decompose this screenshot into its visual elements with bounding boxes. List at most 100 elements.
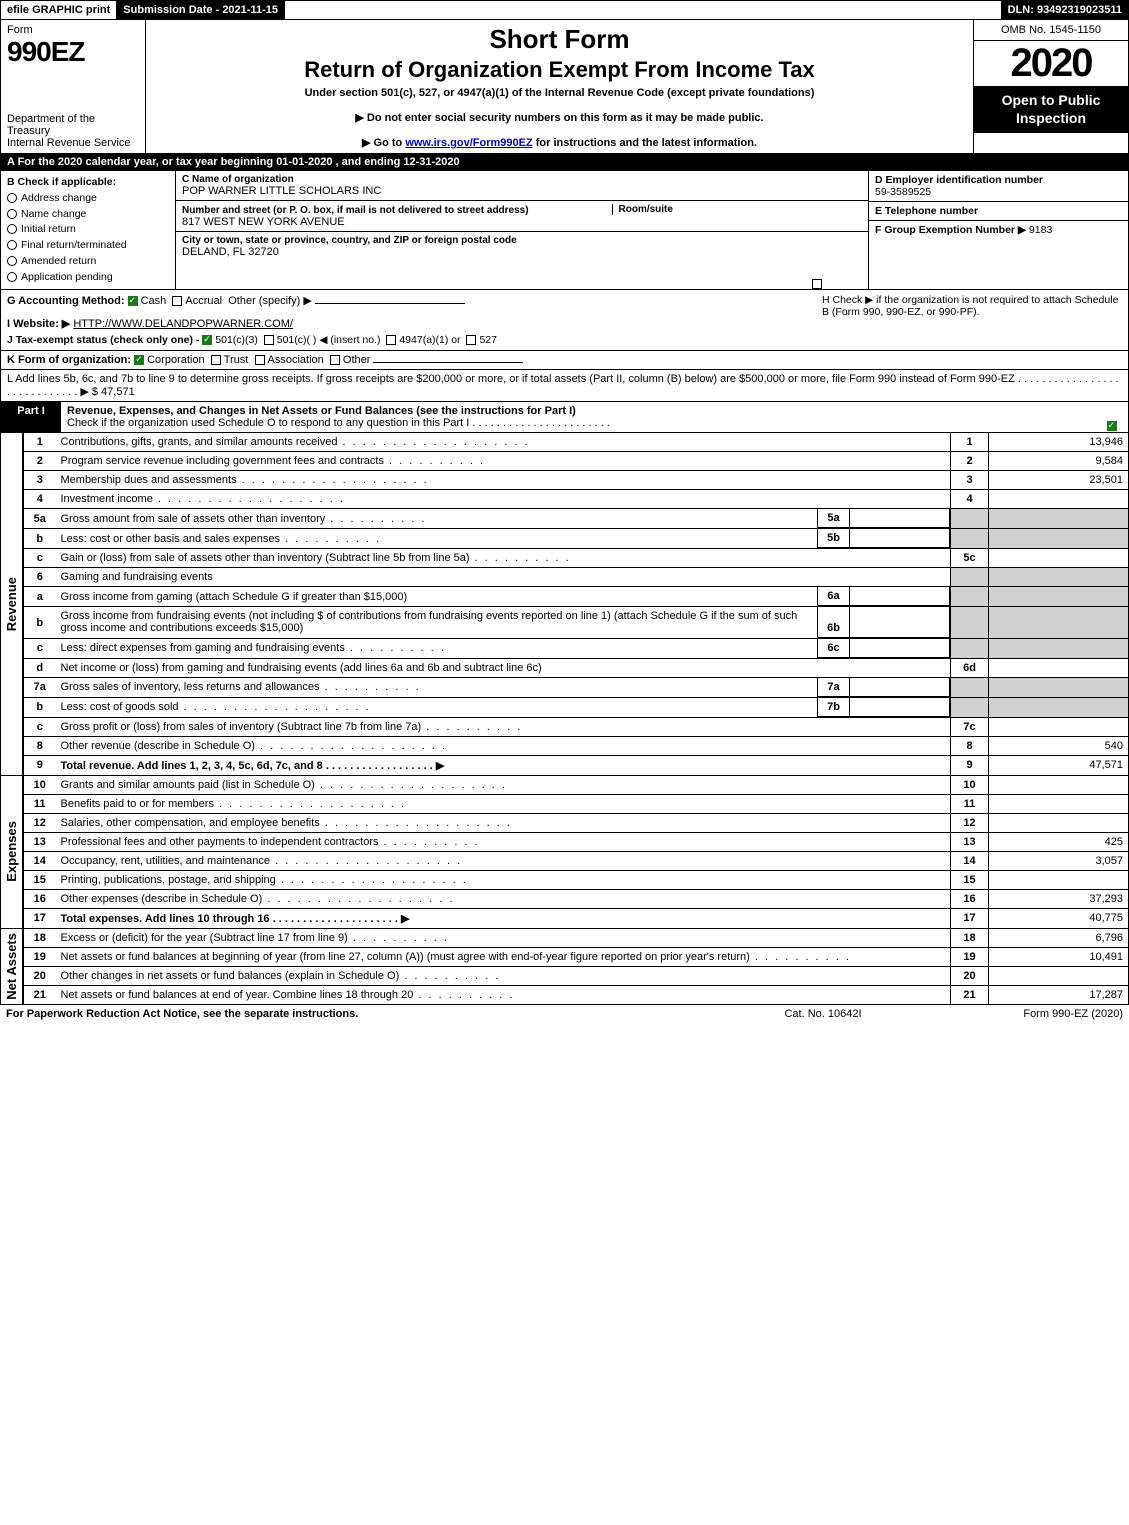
row-k: K Form of organization: Corporation Trus… <box>0 351 1129 370</box>
col-b-header: B Check if applicable: <box>7 175 169 191</box>
header-right: OMB No. 1545-1150 2020 Open to Public In… <box>973 20 1128 153</box>
short-form-title: Short Form <box>154 24 965 55</box>
form-word: Form <box>7 24 139 36</box>
table-row: bLess: cost of goods sold7b <box>24 697 1129 717</box>
table-row: 16Other expenses (describe in Schedule O… <box>24 889 1129 908</box>
tax-year: 2020 <box>974 41 1128 86</box>
col-d: D Employer identification number 59-3589… <box>868 171 1128 289</box>
ein-label: D Employer identification number <box>875 174 1122 186</box>
4947-checkbox[interactable] <box>386 335 396 345</box>
header-left: Form 990EZ Department of the Treasury In… <box>1 20 146 153</box>
group-value: 9183 <box>1029 224 1052 236</box>
address-change-checkbox[interactable] <box>7 193 17 203</box>
paperwork-notice: For Paperwork Reduction Act Notice, see … <box>6 1008 723 1020</box>
line-num: 1 <box>24 433 56 452</box>
corp-checkbox[interactable] <box>134 355 144 365</box>
trust-checkbox[interactable] <box>211 355 221 365</box>
row-l: L Add lines 5b, 6c, and 7b to line 9 to … <box>0 370 1129 402</box>
table-row: 14Occupancy, rent, utilities, and mainte… <box>24 851 1129 870</box>
table-row: 8Other revenue (describe in Schedule O)8… <box>24 736 1129 755</box>
accrual-checkbox[interactable] <box>172 296 182 306</box>
page-footer: For Paperwork Reduction Act Notice, see … <box>0 1005 1129 1023</box>
cash-checkbox[interactable] <box>128 296 138 306</box>
room-label: Room/suite <box>612 204 673 215</box>
initial-return-checkbox[interactable] <box>7 224 17 234</box>
efile-label[interactable]: efile GRAPHIC print <box>1 1 117 19</box>
name-change-label: Name change <box>21 208 86 220</box>
table-row: bLess: cost or other basis and sales exp… <box>24 529 1129 549</box>
501c-checkbox[interactable] <box>264 335 274 345</box>
table-row: 4Investment income4 <box>24 490 1129 509</box>
phone-label: E Telephone number <box>875 205 1122 217</box>
part-1-sched-o-checkbox[interactable] <box>1107 421 1117 431</box>
table-row: aGross income from gaming (attach Schedu… <box>24 587 1129 607</box>
schedule-b-checkbox[interactable] <box>812 279 822 289</box>
other-org-label: Other <box>343 354 371 366</box>
table-row: bGross income from fundraising events (n… <box>24 607 1129 639</box>
row-h: H Check ▶ if the organization is not req… <box>822 294 1122 346</box>
website-value[interactable]: HTTP://WWW.DELANDPOPWARNER.COM/ <box>73 318 293 330</box>
assoc-checkbox[interactable] <box>255 355 265 365</box>
part-1-header: Part I Revenue, Expenses, and Changes in… <box>0 402 1129 433</box>
entity-block: B Check if applicable: Address change Na… <box>0 171 1129 290</box>
revenue-table: 1 Contributions, gifts, grants, and simil… <box>23 433 1129 776</box>
line-rn: 1 <box>951 433 989 452</box>
city-label: City or town, state or province, country… <box>182 235 862 246</box>
department: Department of the Treasury Internal Reve… <box>7 113 139 149</box>
final-return-checkbox[interactable] <box>7 240 17 250</box>
assoc-label: Association <box>268 354 324 366</box>
trust-label: Trust <box>224 354 249 366</box>
4947-label: 4947(a)(1) or <box>399 334 460 346</box>
table-row: 13Professional fees and other payments t… <box>24 832 1129 851</box>
other-org-checkbox[interactable] <box>330 355 340 365</box>
form-number: 990EZ <box>7 36 139 68</box>
dln: DLN: 93492319023511 <box>1002 1 1128 19</box>
table-row: 1 Contributions, gifts, grants, and simil… <box>24 433 1129 452</box>
name-change-checkbox[interactable] <box>7 209 17 219</box>
expenses-vlabel: Expenses <box>2 817 21 886</box>
org-name-value: POP WARNER LITTLE SCHOLARS INC <box>182 185 862 197</box>
table-row: 6Gaming and fundraising events <box>24 568 1129 587</box>
website-label: I Website: ▶ <box>7 318 70 330</box>
table-row: 3Membership dues and assessments323,501 <box>24 471 1129 490</box>
row-g-h: G Accounting Method: Cash Accrual Other … <box>0 290 1129 351</box>
street-value: 817 WEST NEW YORK AVENUE <box>182 216 862 228</box>
table-row: 11Benefits paid to or for members11 <box>24 794 1129 813</box>
line-val: 13,946 <box>989 433 1129 452</box>
top-bar: efile GRAPHIC print Submission Date - 20… <box>0 0 1129 20</box>
line-desc: Contributions, gifts, grants, and simila… <box>61 436 530 448</box>
501c-label: 501(c)( ) ◀ (insert no.) <box>277 334 381 346</box>
net-assets-vlabel: Net Assets <box>2 929 21 1004</box>
table-row: 9Total revenue. Add lines 1, 2, 3, 4, 5c… <box>24 755 1129 775</box>
net-assets-table: 18Excess or (deficit) for the year (Subt… <box>23 929 1129 1005</box>
revenue-vlabel: Revenue <box>2 573 21 635</box>
application-pending-label: Application pending <box>21 271 113 283</box>
amended-return-checkbox[interactable] <box>7 256 17 266</box>
initial-return-label: Initial return <box>21 223 76 235</box>
irs-link[interactable]: www.irs.gov/Form990EZ <box>405 137 532 149</box>
other-specify-line[interactable] <box>315 303 465 304</box>
other-org-line[interactable] <box>373 362 523 363</box>
table-row: 21Net assets or fund balances at end of … <box>24 985 1129 1004</box>
accrual-label: Accrual <box>185 295 222 307</box>
address-change-label: Address change <box>21 192 97 204</box>
subtitle: Under section 501(c), 527, or 4947(a)(1)… <box>154 87 965 99</box>
application-pending-checkbox[interactable] <box>7 272 17 282</box>
col-c-org: C Name of organization POP WARNER LITTLE… <box>176 171 868 289</box>
table-row: 20Other changes in net assets or fund ba… <box>24 966 1129 985</box>
501c3-checkbox[interactable] <box>202 335 212 345</box>
part-1-check-text: Check if the organization used Schedule … <box>67 417 610 429</box>
revenue-section: Revenue 1 Contributions, gifts, grants, a… <box>0 433 1129 776</box>
row-h-text: H Check ▶ if the organization is not req… <box>822 294 1118 318</box>
ssn-note: ▶ Do not enter social security numbers o… <box>154 111 965 124</box>
org-name-label: C Name of organization <box>182 174 862 185</box>
street-label: Number and street (or P. O. box, if mail… <box>182 205 529 216</box>
table-row: cGain or (loss) from sale of assets othe… <box>24 549 1129 568</box>
527-checkbox[interactable] <box>466 335 476 345</box>
city-value: DELAND, FL 32720 <box>182 246 862 258</box>
cat-no: Cat. No. 10642I <box>723 1008 923 1020</box>
cash-label: Cash <box>141 295 167 307</box>
line-a: A For the 2020 calendar year, or tax yea… <box>0 154 1129 171</box>
expenses-section: Expenses 10Grants and similar amounts pa… <box>0 776 1129 929</box>
table-row: 7aGross sales of inventory, less returns… <box>24 677 1129 697</box>
